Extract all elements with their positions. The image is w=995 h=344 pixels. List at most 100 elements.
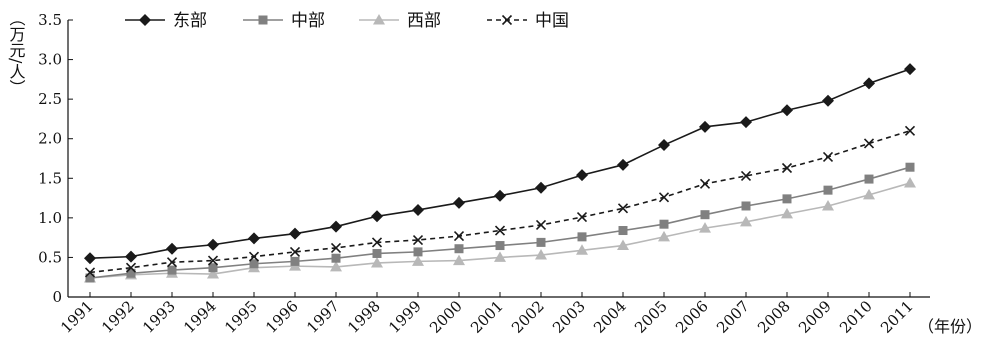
x-mark-stroke — [453, 230, 465, 242]
data-point-x — [617, 203, 629, 214]
x-tick-label: 1996 — [262, 297, 302, 337]
x-mark-stroke — [289, 246, 301, 257]
x-tick-label: 2008 — [754, 297, 794, 337]
data-point-x — [412, 234, 424, 246]
x-mark-stroke — [501, 14, 513, 26]
series-square — [85, 162, 915, 283]
legend-label: 东部 — [173, 11, 207, 31]
data-point-triangle — [494, 251, 506, 262]
data-point-diamond — [658, 139, 670, 152]
data-point-x — [207, 255, 219, 266]
data-point-square — [618, 226, 628, 236]
y-tick-label: 0 — [52, 288, 62, 306]
x-mark-stroke — [166, 257, 178, 268]
legend-label: 西部 — [407, 11, 441, 31]
y-tick-label: 1.5 — [38, 169, 62, 187]
data-point-diamond — [740, 116, 752, 129]
data-point-x — [576, 212, 588, 223]
x-tick-label: 2000 — [426, 297, 466, 337]
data-point-square — [741, 201, 751, 211]
data-point-square — [126, 268, 136, 278]
x-mark-stroke — [207, 255, 219, 266]
data-point-square — [249, 259, 259, 269]
data-point-x — [289, 246, 301, 257]
data-point-square — [823, 185, 833, 195]
x-mark-stroke — [576, 212, 588, 223]
x-tick-label: 2006 — [672, 297, 712, 337]
data-point-diamond — [576, 169, 588, 182]
x-tick-label: 2011 — [877, 297, 917, 337]
x-tick-label: 1991 — [57, 297, 97, 337]
data-point-x — [822, 151, 834, 162]
x-mark-stroke — [904, 125, 916, 136]
x-mark-stroke — [535, 219, 547, 231]
x-mark-stroke — [781, 162, 793, 174]
y-axis-title: （万元/人） — [7, 10, 26, 95]
series-layer — [84, 63, 916, 283]
data-point-diamond — [248, 232, 260, 245]
data-point-triangle — [453, 254, 465, 266]
x-tick-label: 1993 — [139, 297, 179, 337]
data-point-diamond — [535, 181, 547, 194]
legend-item: 中国 — [487, 11, 569, 31]
x-mark-stroke — [412, 234, 424, 246]
data-point-triangle — [863, 188, 875, 200]
data-point-triangle — [371, 256, 383, 268]
legend-label: 中部 — [291, 11, 325, 31]
data-point-diamond — [330, 220, 342, 233]
x-mark-stroke — [822, 151, 834, 162]
x-mark-stroke — [330, 242, 342, 253]
x-tick-label: 1999 — [385, 297, 425, 337]
x-tick-label: 2001 — [467, 297, 507, 337]
data-point-triangle — [617, 239, 629, 251]
y-tick-label: 2.0 — [38, 130, 62, 148]
x-mark-stroke — [740, 170, 752, 181]
data-point-diamond — [453, 196, 465, 209]
data-point-diamond — [371, 210, 383, 223]
data-point-square — [331, 253, 341, 263]
data-point-x — [494, 225, 506, 236]
x-mark-stroke — [371, 237, 383, 248]
x-tick-label: 2010 — [836, 297, 876, 337]
data-point-x — [535, 219, 547, 231]
legend: 东部 中部 西部 中国 — [125, 11, 569, 31]
x-tick-label: 2002 — [508, 297, 548, 337]
x-tick-label: 1992 — [98, 297, 138, 337]
data-point-x — [740, 170, 752, 181]
data-point-diamond — [125, 250, 137, 263]
data-point-square — [290, 256, 300, 266]
data-point-square — [495, 241, 505, 251]
data-point-square — [258, 15, 268, 25]
x-tick-label: 2009 — [795, 297, 835, 337]
data-point-x — [453, 230, 465, 242]
x-mark-stroke — [617, 203, 629, 214]
y-tick-label: 3.5 — [38, 11, 62, 29]
data-point-square — [905, 162, 915, 172]
data-point-x — [781, 162, 793, 174]
data-point-triangle — [658, 230, 670, 242]
data-point-triangle — [330, 260, 342, 272]
x-mark-stroke — [863, 138, 875, 149]
data-point-x — [330, 242, 342, 253]
data-point-triangle — [904, 177, 916, 188]
data-point-triangle — [535, 249, 547, 260]
data-point-square — [659, 219, 669, 229]
y-tick-label: 0.5 — [38, 248, 62, 266]
x-tick-label: 1994 — [180, 297, 220, 337]
data-point-triangle — [822, 199, 834, 211]
data-point-triangle — [412, 255, 424, 266]
y-tick-label: 1.0 — [38, 209, 62, 227]
data-point-square — [782, 194, 792, 204]
x-tick-label: 2003 — [549, 297, 589, 337]
y-tick-label: 3.0 — [38, 51, 62, 69]
data-point-square — [864, 174, 874, 184]
data-point-diamond — [84, 252, 96, 265]
x-tick-label: 2004 — [590, 297, 630, 337]
data-point-x — [371, 237, 383, 248]
data-point-diamond — [617, 158, 629, 171]
data-point-x — [501, 14, 513, 26]
series-diamond — [84, 63, 916, 265]
series-line — [89, 130, 911, 274]
